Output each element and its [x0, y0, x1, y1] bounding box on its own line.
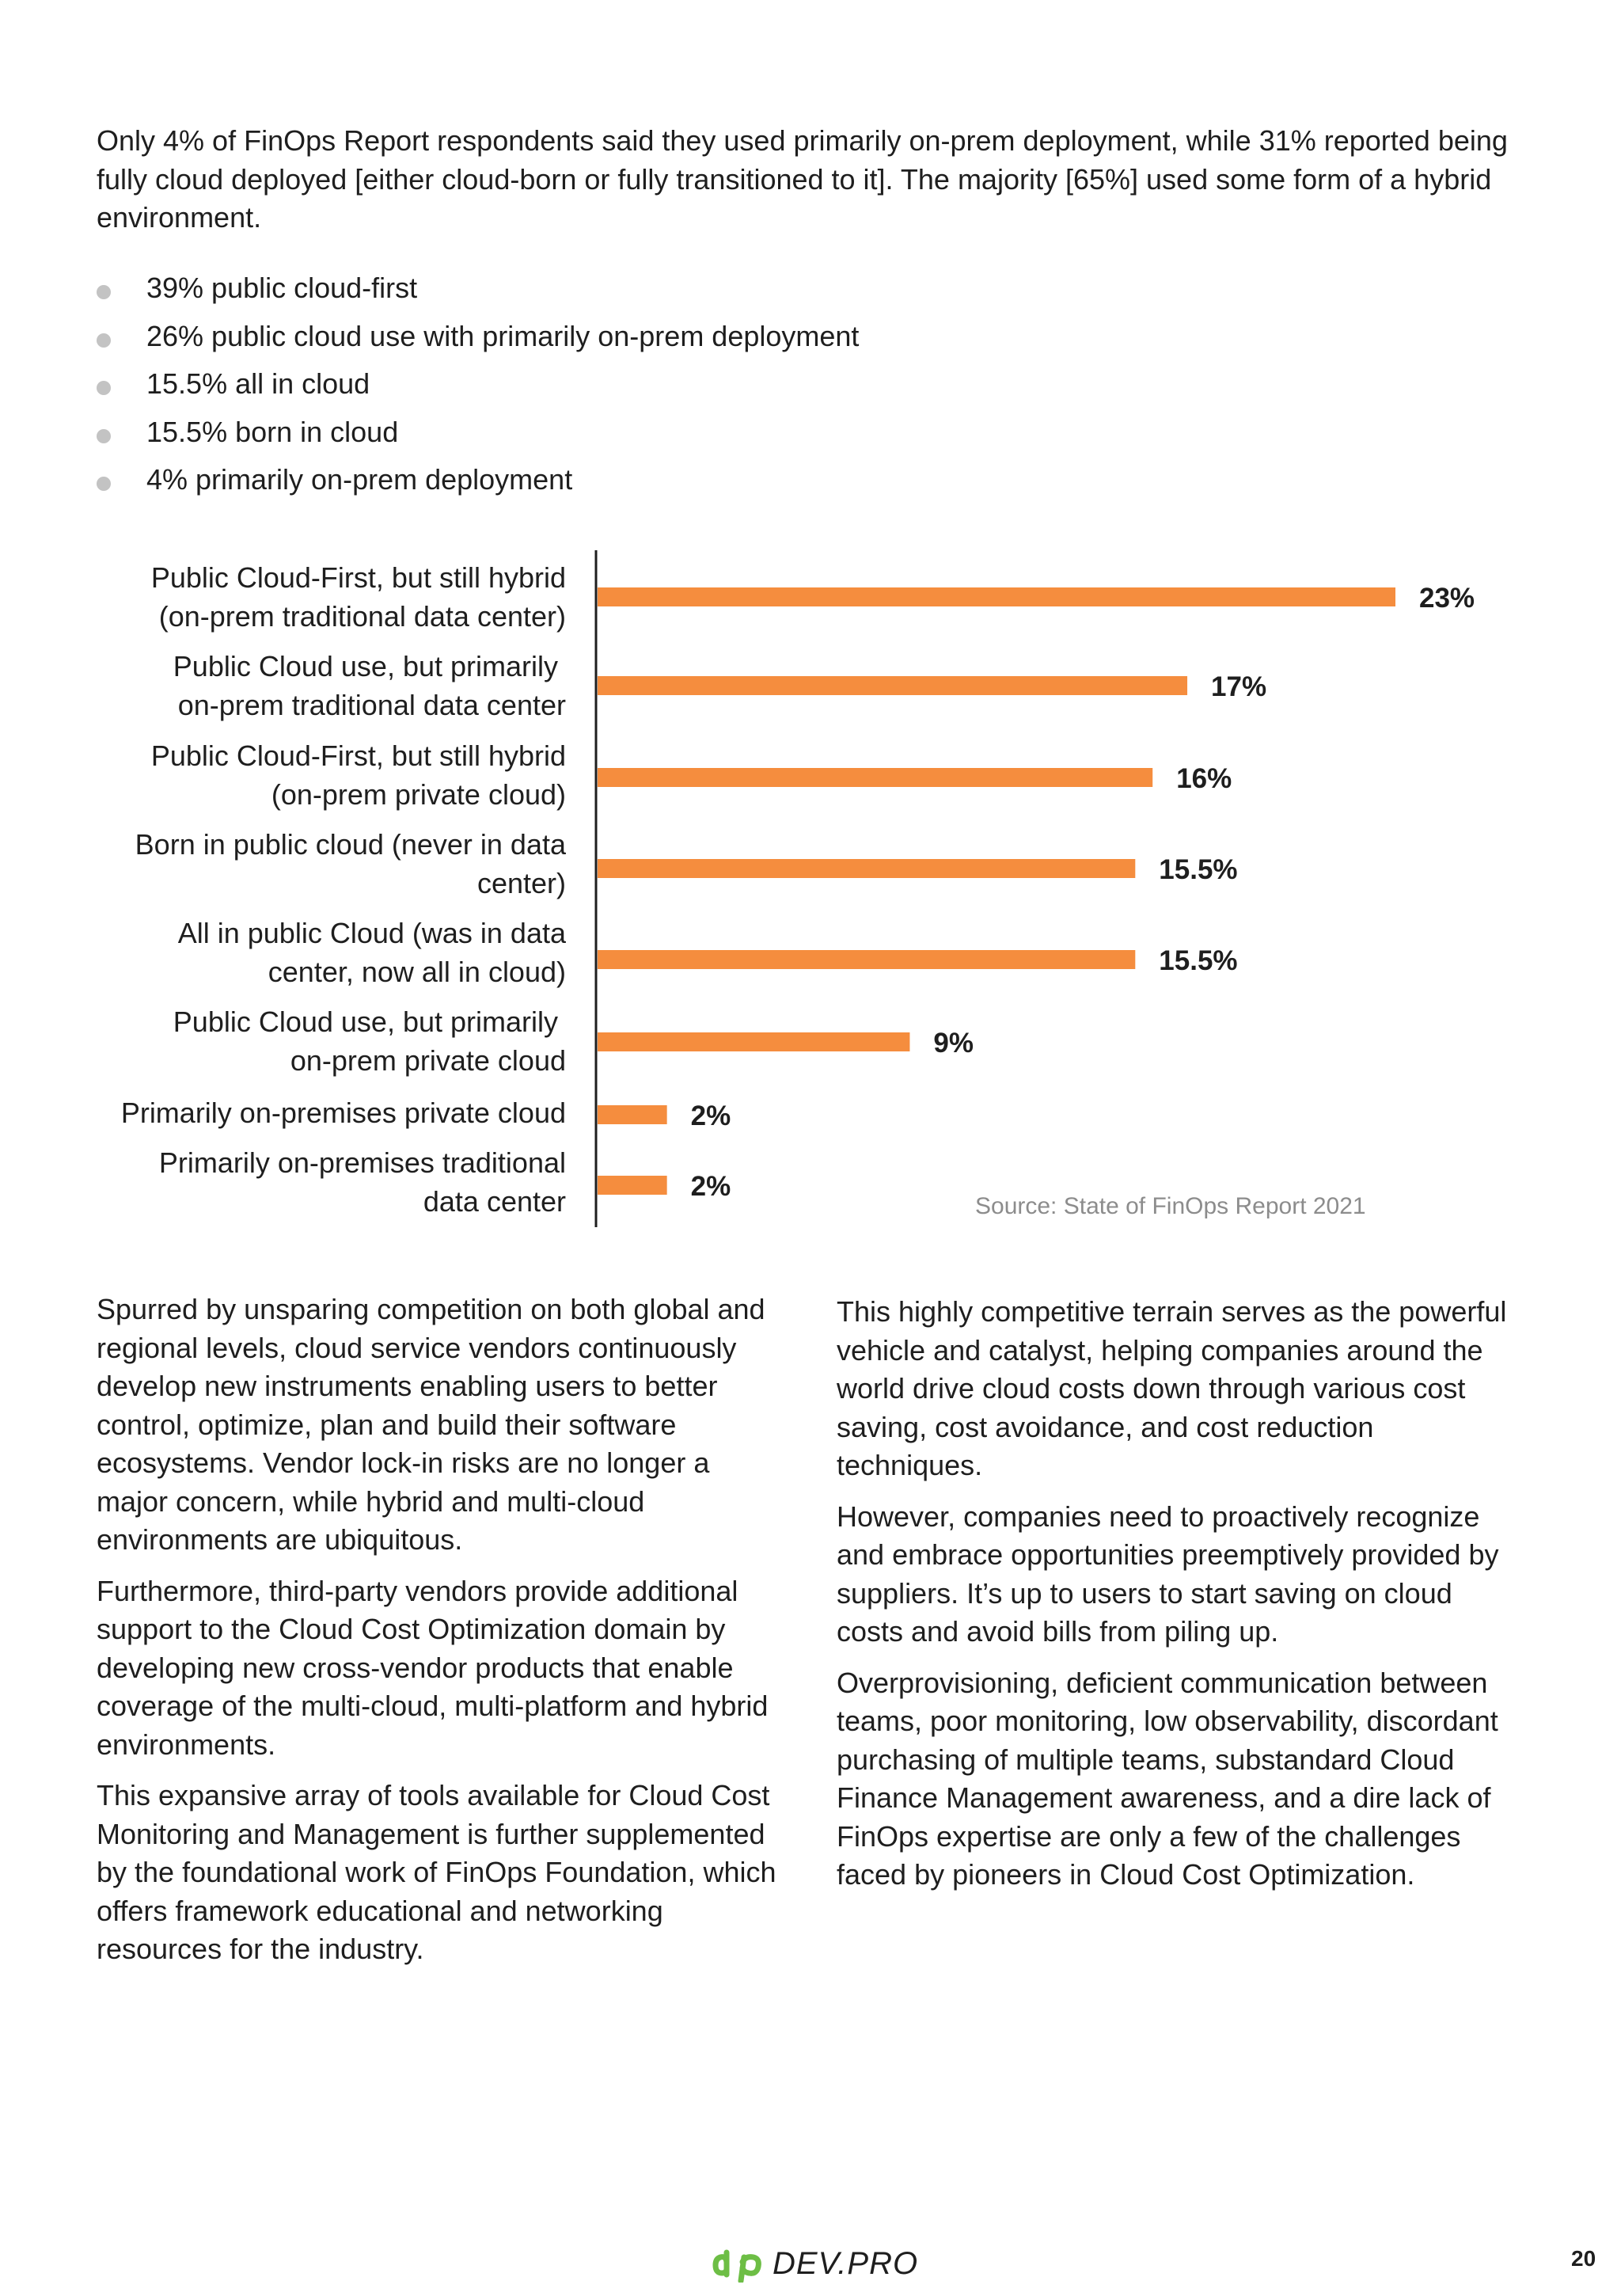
bar-2	[598, 676, 1188, 695]
category-label: Primarily on-premises private cloud	[120, 1097, 566, 1129]
list-item: 26% public cloud use with primarily on-p…	[97, 317, 859, 366]
bar-5	[598, 950, 1136, 969]
chart-source: Source: State of FinOps Report 2021	[975, 1193, 1366, 1219]
category-label: Primarily on-premises traditional data ce…	[158, 1146, 566, 1218]
logo-text: DEV.PRO	[773, 2246, 919, 2281]
bullet-dot-icon	[97, 477, 111, 491]
category-label: All in public Cloud (was in data center, …	[177, 917, 566, 988]
intro-paragraph: Only 4% of FinOps Report respondents sai…	[97, 124, 1508, 234]
paragraph: Furthermore, third-party vendors provide…	[97, 1574, 769, 1761]
category-label: Public Cloud-First, but still hybrid (on-…	[150, 739, 566, 811]
bullet-dot-icon	[97, 428, 111, 443]
bar-7	[598, 1105, 667, 1124]
bar-3	[598, 768, 1153, 787]
left-text-column: Spurred by unsparing competition on both…	[97, 1291, 785, 1982]
paragraph: Overprovisioning, deficient communicatio…	[837, 1666, 1498, 1891]
list-item: 15.5% all in cloud	[97, 365, 859, 413]
bar-value-label: 17%	[1211, 671, 1266, 702]
chart-canvas: 23% 17% 16% 15.5% 15.5% 9% 2% 2%	[594, 550, 1475, 1227]
page-number: 20	[1571, 2246, 1596, 2271]
category-label: Public Cloud-First, but still hybrid (on-…	[150, 561, 566, 633]
list-item: 39% public cloud-first	[97, 269, 859, 317]
deployment-bar-chart: 23% 17% 16% 15.5% 15.5% 9% 2% 2% Public Cloud-F…	[120, 550, 1475, 1227]
devpro-logo: DEV.PRO	[712, 2243, 919, 2284]
bar-value-label: 23%	[1419, 583, 1475, 614]
paragraph: This expansive array of tools available …	[97, 1779, 776, 1965]
paragraph: Spurred by unsparing competition on both…	[97, 1293, 765, 1556]
bar-value-label: 2%	[691, 1100, 731, 1131]
paragraph: This highly competitive terrain serves a…	[837, 1295, 1507, 1481]
bar-4	[598, 859, 1136, 878]
paragraph: However, companies need to proactively r…	[837, 1500, 1499, 1648]
bar-value-label: 9%	[933, 1028, 974, 1059]
dp-logo-icon	[712, 2249, 761, 2284]
right-text-column: This highly competitive terrain serves a…	[837, 1293, 1525, 1907]
bar-value-label: 15.5%	[1159, 945, 1237, 976]
category-label: Born in public cloud (never in data cente…	[135, 828, 566, 899]
bar-6	[598, 1032, 910, 1051]
bar-1	[598, 587, 1395, 606]
bar-8	[598, 1176, 667, 1195]
bar-value-label: 16%	[1176, 763, 1232, 794]
bullet-dot-icon	[97, 381, 111, 395]
category-label: Public Cloud use, but primarily on-prem …	[173, 1005, 566, 1077]
list-item: 4% primarily on-prem deployment	[97, 461, 859, 509]
bullet-dot-icon	[97, 285, 111, 299]
bar-value-label: 2%	[691, 1171, 731, 1202]
category-label: Public Cloud use, but primarily on-prem …	[173, 650, 566, 721]
bullet-dot-icon	[97, 333, 111, 348]
stats-bullet-list: 39% public cloud-first 26% public cloud …	[97, 269, 859, 509]
list-item: 15.5% born in cloud	[97, 413, 859, 462]
bar-value-label: 15.5%	[1159, 854, 1237, 885]
